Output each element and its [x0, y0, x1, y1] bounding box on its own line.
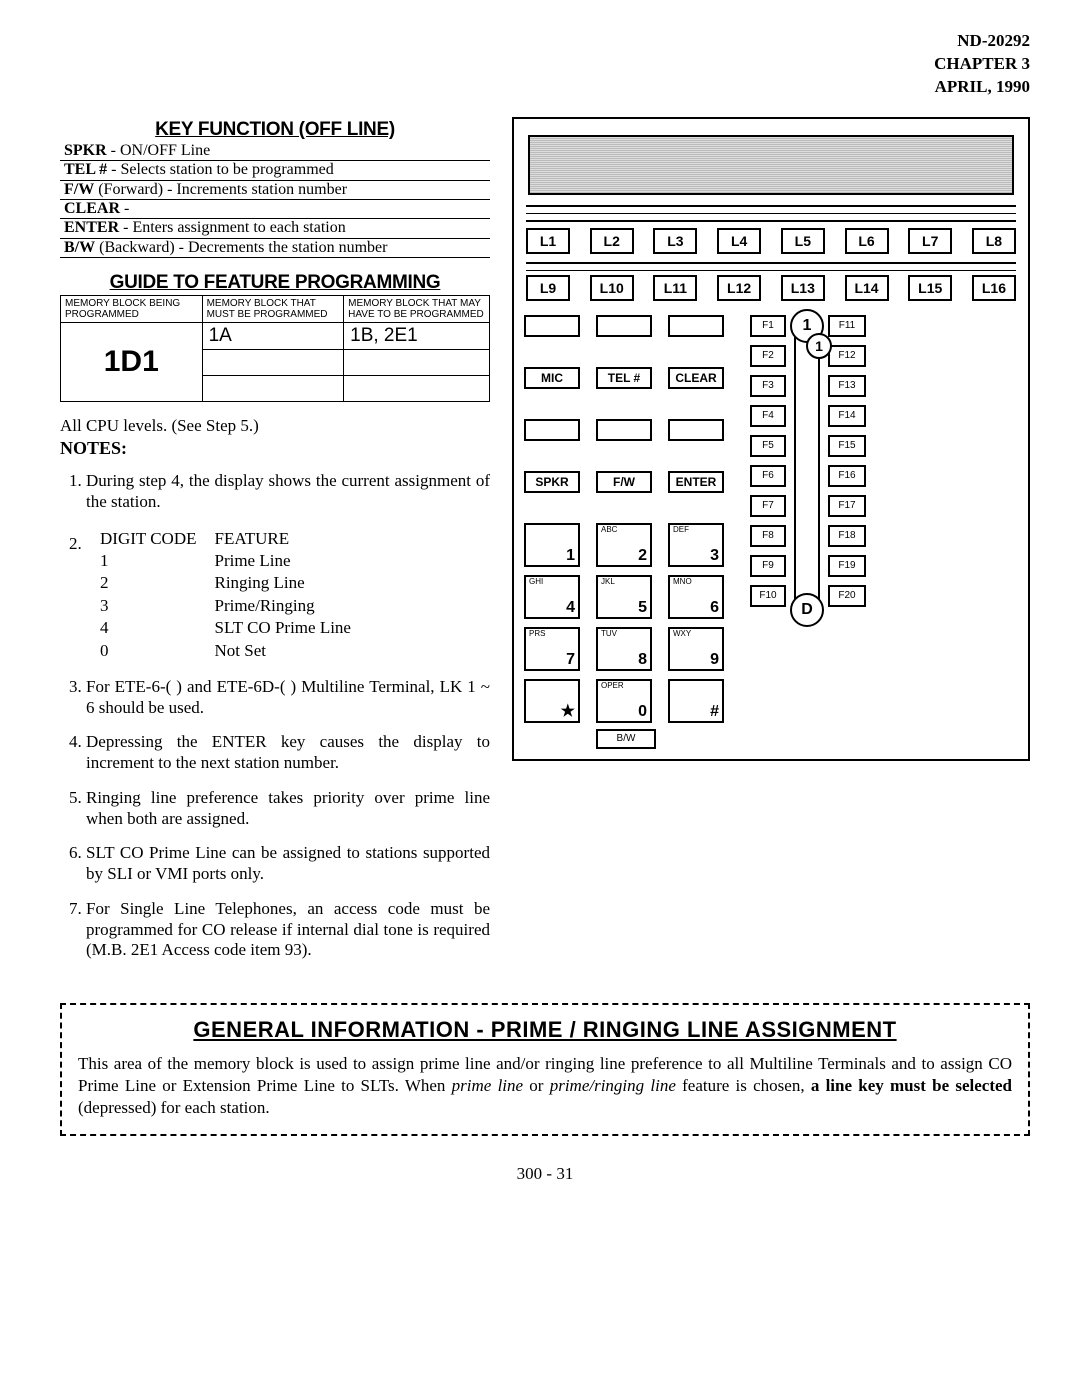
- clear-key[interactable]: CLEAR: [668, 367, 724, 389]
- keypad: MIC TEL # CLEAR SPKR F/W ENTER 1 ABC2 DE…: [524, 315, 744, 723]
- func-key[interactable]: F15: [828, 435, 866, 457]
- func-key[interactable]: F6: [750, 465, 786, 487]
- notes-heading: NOTES:: [60, 438, 490, 459]
- func-key[interactable]: F9: [750, 555, 786, 577]
- handset: 1 1 D: [794, 315, 820, 625]
- blank-key[interactable]: [524, 315, 580, 337]
- func-key[interactable]: F14: [828, 405, 866, 427]
- doc-chapter: CHAPTER 3: [60, 53, 1030, 76]
- phone-display: [528, 135, 1014, 195]
- func-col-left: F1 F2 F3 F4 F5 F6 F7 F8 F9 F10: [750, 315, 786, 723]
- cpu-line: All CPU levels. (See Step 5.): [60, 416, 490, 436]
- func-key[interactable]: F4: [750, 405, 786, 427]
- line-key[interactable]: L1: [526, 228, 570, 254]
- page-number: 300 - 31: [60, 1164, 1030, 1184]
- guide-title: GUIDE TO FEATURE PROGRAMMING: [60, 272, 490, 294]
- line-key[interactable]: L5: [781, 228, 825, 254]
- line-row-2: L9 L10 L11 L12 L13 L14 L15 L16: [526, 275, 1016, 301]
- info-body: This area of the memory block is used to…: [78, 1053, 1012, 1118]
- digit-4[interactable]: GHI4: [524, 575, 580, 619]
- info-title: GENERAL INFORMATION - PRIME / RINGING LI…: [78, 1017, 1012, 1043]
- func-key[interactable]: F8: [750, 525, 786, 547]
- func-key[interactable]: F3: [750, 375, 786, 397]
- line-key[interactable]: L16: [972, 275, 1016, 301]
- func-key[interactable]: F20: [828, 585, 866, 607]
- digit-6[interactable]: MNO6: [668, 575, 724, 619]
- info-box: GENERAL INFORMATION - PRIME / RINGING LI…: [60, 1003, 1030, 1136]
- line-key[interactable]: L3: [653, 228, 697, 254]
- tel-key[interactable]: TEL #: [596, 367, 652, 389]
- digit-3[interactable]: DEF3: [668, 523, 724, 567]
- line-key[interactable]: L7: [908, 228, 952, 254]
- func-key[interactable]: F19: [828, 555, 866, 577]
- note-7: For Single Line Telephones, an access co…: [86, 899, 490, 961]
- blank-key[interactable]: [596, 315, 652, 337]
- handset-ear-bot: D: [790, 593, 824, 627]
- func-key[interactable]: F17: [828, 495, 866, 517]
- func-key[interactable]: F11: [828, 315, 866, 337]
- func-key[interactable]: F18: [828, 525, 866, 547]
- phone-panel: L1 L2 L3 L4 L5 L6 L7 L8 L9 L10 L11 L12 L…: [512, 117, 1030, 761]
- line-key[interactable]: L10: [590, 275, 634, 301]
- note-4: Depressing the ENTER key causes the disp…: [86, 732, 490, 773]
- fw-key[interactable]: F/W: [596, 471, 652, 493]
- note-1: During step 4, the display shows the cur…: [86, 471, 490, 512]
- func-col-right: F11 F12 F13 F14 F15 F16 F17 F18 F19 F20: [828, 315, 866, 723]
- digit-star[interactable]: ★: [524, 679, 580, 723]
- guide-block-main: 1D1: [61, 323, 203, 402]
- blank-key[interactable]: [524, 419, 580, 441]
- blank-key[interactable]: [668, 419, 724, 441]
- digit-0[interactable]: OPER0: [596, 679, 652, 723]
- digit-hash[interactable]: #: [668, 679, 724, 723]
- enter-key[interactable]: ENTER: [668, 471, 724, 493]
- func-key[interactable]: F10: [750, 585, 786, 607]
- keyfunc-table: SPKR - ON/OFF Line TEL # - Selects stati…: [60, 142, 490, 258]
- digit-1[interactable]: 1: [524, 523, 580, 567]
- line-key[interactable]: L2: [590, 228, 634, 254]
- line-row-1: L1 L2 L3 L4 L5 L6 L7 L8: [526, 228, 1016, 254]
- left-column: KEY FUNCTION (OFF LINE) SPKR - ON/OFF Li…: [60, 117, 490, 975]
- digit-9[interactable]: WXY9: [668, 627, 724, 671]
- line-key[interactable]: L9: [526, 275, 570, 301]
- handset-ear-small: 1: [806, 333, 832, 359]
- note-6: SLT CO Prime Line can be assigned to sta…: [86, 843, 490, 884]
- line-key[interactable]: L4: [717, 228, 761, 254]
- line-key[interactable]: L13: [781, 275, 825, 301]
- note-5: Ringing line preference takes priority o…: [86, 788, 490, 829]
- line-key[interactable]: L8: [972, 228, 1016, 254]
- note-3: For ETE-6-( ) and ETE-6D-( ) Multiline T…: [86, 677, 490, 718]
- bw-key[interactable]: B/W: [596, 729, 656, 749]
- func-key[interactable]: F5: [750, 435, 786, 457]
- spkr-key[interactable]: SPKR: [524, 471, 580, 493]
- blank-key[interactable]: [596, 419, 652, 441]
- line-key[interactable]: L11: [653, 275, 697, 301]
- doc-header: ND-20292 CHAPTER 3 APRIL, 1990: [60, 30, 1030, 99]
- digit-2[interactable]: ABC2: [596, 523, 652, 567]
- func-key[interactable]: F12: [828, 345, 866, 367]
- digit-5[interactable]: JKL5: [596, 575, 652, 619]
- line-key[interactable]: L14: [845, 275, 889, 301]
- line-key[interactable]: L12: [717, 275, 761, 301]
- note-2: DIGIT CODEFEATURE 1Prime Line 2Ringing L…: [86, 527, 490, 663]
- func-key[interactable]: F2: [750, 345, 786, 367]
- func-key[interactable]: F7: [750, 495, 786, 517]
- digit-8[interactable]: TUV8: [596, 627, 652, 671]
- mic-key[interactable]: MIC: [524, 367, 580, 389]
- digit-7[interactable]: PRS7: [524, 627, 580, 671]
- keyfunc-title: KEY FUNCTION (OFF LINE): [60, 119, 490, 141]
- func-key[interactable]: F1: [750, 315, 786, 337]
- line-key[interactable]: L6: [845, 228, 889, 254]
- func-key[interactable]: F13: [828, 375, 866, 397]
- blank-key[interactable]: [668, 315, 724, 337]
- guide-table: MEMORY BLOCK BEING PROGRAMMED MEMORY BLO…: [60, 295, 490, 402]
- doc-id: ND-20292: [60, 30, 1030, 53]
- line-key[interactable]: L15: [908, 275, 952, 301]
- right-column: L1 L2 L3 L4 L5 L6 L7 L8 L9 L10 L11 L12 L…: [512, 117, 1030, 975]
- notes-list: During step 4, the display shows the cur…: [60, 471, 490, 961]
- func-key[interactable]: F16: [828, 465, 866, 487]
- doc-date: APRIL, 1990: [60, 76, 1030, 99]
